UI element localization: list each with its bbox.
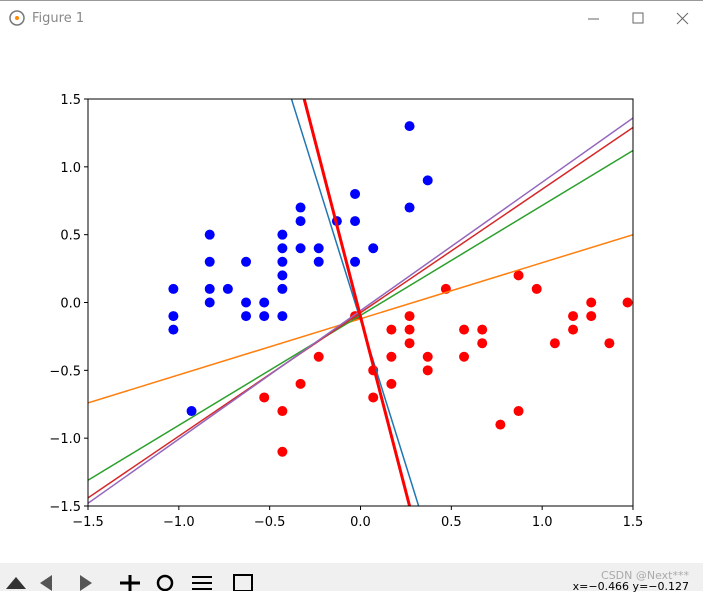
watermark: CSDN @Next***: [601, 569, 689, 582]
point: [404, 311, 415, 322]
point: [241, 297, 252, 308]
point: [277, 406, 288, 417]
y-tick-label: −1.5: [49, 500, 81, 515]
point: [350, 256, 361, 267]
axes-frame: [87, 98, 634, 507]
point: [404, 338, 415, 349]
y-tick-label: −0.5: [49, 364, 81, 379]
point: [622, 297, 633, 308]
point: [386, 324, 397, 335]
point: [386, 351, 397, 362]
point: [350, 216, 361, 227]
point: [277, 270, 288, 281]
point: [422, 351, 433, 362]
point: [549, 338, 560, 349]
point: [404, 324, 415, 335]
point: [422, 175, 433, 186]
point: [459, 351, 470, 362]
point: [404, 121, 415, 132]
point: [386, 378, 397, 389]
point: [295, 216, 306, 227]
point: [241, 311, 252, 322]
point: [204, 256, 215, 267]
point: [568, 311, 579, 322]
point: [568, 324, 579, 335]
point: [404, 202, 415, 213]
point: [168, 324, 179, 335]
y-tick-label: 1.5: [60, 93, 81, 108]
point: [295, 378, 306, 389]
point: [259, 311, 270, 322]
point: [295, 243, 306, 254]
point: [204, 283, 215, 294]
point: [313, 351, 324, 362]
point: [168, 283, 179, 294]
point: [295, 202, 306, 213]
x-tick-label: −0.5: [254, 515, 286, 530]
toolbar-buttons[interactable]: [0, 563, 270, 592]
line: [302, 99, 412, 506]
point: [204, 229, 215, 240]
point: [513, 406, 524, 417]
point: [277, 283, 288, 294]
point: [586, 297, 597, 308]
point: [477, 338, 488, 349]
x-tick-label: −1.5: [72, 515, 104, 530]
point: [313, 256, 324, 267]
point: [586, 311, 597, 322]
point: [186, 406, 197, 417]
point: [422, 365, 433, 376]
y-tick-label: 0.5: [60, 229, 81, 244]
point: [513, 270, 524, 281]
point: [477, 324, 488, 335]
toolbar: CSDN @Next*** x=−0.466 y=−0.127: [0, 563, 703, 593]
y-tick-label: −1.0: [49, 432, 81, 447]
point: [277, 446, 288, 457]
point: [241, 256, 252, 267]
x-tick-label: −1.0: [163, 515, 195, 530]
point: [204, 297, 215, 308]
window-title: Figure 1: [32, 11, 85, 26]
plot: −1.5 −1.0 −0.5 0.0 0.5 1.0 1.5 −1.5 −1.0 −0.5 0.0 0…: [49, 93, 644, 530]
point: [531, 283, 542, 294]
point: [459, 324, 470, 335]
point: [277, 243, 288, 254]
point: [604, 338, 615, 349]
x-tick-label: 1.0: [532, 515, 553, 530]
point: [368, 392, 379, 403]
x-tick-label: 1.5: [623, 515, 644, 530]
point: [495, 419, 506, 430]
point: [350, 188, 361, 199]
title-bar: Figure 1: [0, 0, 703, 37]
window-controls[interactable]: [573, 1, 703, 37]
point: [259, 392, 270, 403]
x-tick-label: 0.5: [441, 515, 462, 530]
point: [222, 283, 233, 294]
cursor-status: x=−0.466 y=−0.127: [572, 580, 689, 593]
point: [277, 311, 288, 322]
y-tick-label: 1.0: [60, 161, 81, 176]
app-icon: [9, 10, 25, 26]
point: [313, 243, 324, 254]
point: [168, 311, 179, 322]
y-tick-label: 0.0: [60, 297, 81, 312]
point: [368, 243, 379, 254]
line: [290, 99, 420, 506]
point: [259, 297, 270, 308]
point: [277, 256, 288, 267]
x-tick-label: 0.0: [350, 515, 371, 530]
point: [277, 229, 288, 240]
